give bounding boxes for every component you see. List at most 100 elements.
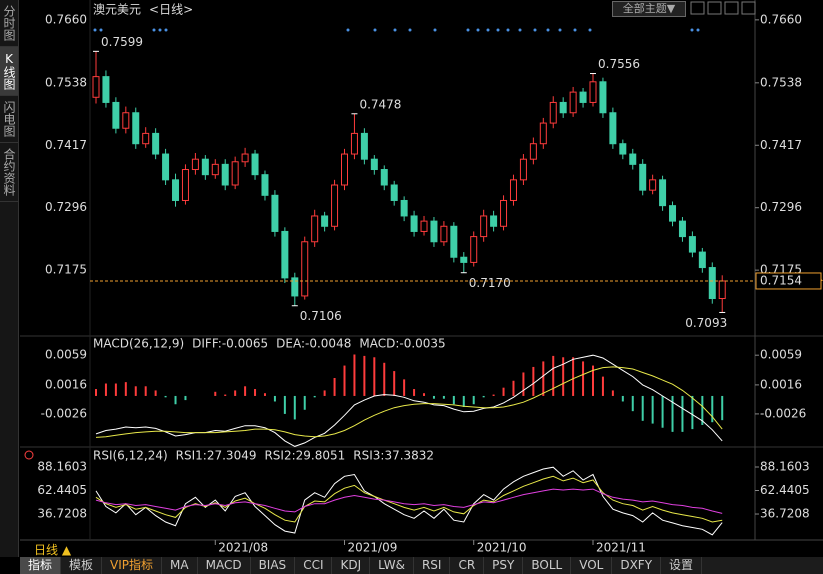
candle-body [619,143,627,155]
last-price-label: 0.7154 [760,273,802,287]
candle-body [231,161,239,186]
macd-line [95,366,723,438]
candle-body [162,153,170,181]
x-tick-label: 2021/09 [348,541,398,555]
legend-label: RSI1:27.3049 [176,449,257,463]
panel-icon[interactable] [24,450,34,460]
candle-body [380,169,388,186]
candle-body [191,158,199,171]
y-tick-label: 0.7538 [45,75,87,89]
y-tick-label: 0.7660 [45,12,87,26]
extreme-label: 0.7093 [685,316,727,330]
candle-body [341,153,348,186]
candle-body [669,205,677,222]
candle-body [350,132,358,155]
legend-label: MACD:-0.0035 [359,337,445,351]
y-tick-label: 0.7296 [760,200,802,214]
candle-body [450,225,458,258]
candle-body [181,169,189,201]
candle-body [579,91,587,103]
indicator-tab[interactable]: CCI [295,557,333,574]
legend-label: 澳元美元 [93,3,141,17]
indicator-tabs: 指标 模板 VIP指标 MA MACD BIAS CCI KDJ LW& RSI CR PSY BOLL… [20,557,823,574]
candle-body [609,112,617,145]
y-tick-label: 0.0059 [760,348,802,362]
indicator-tab[interactable]: KDJ [332,557,371,574]
chart: 0.7660 0.7660 0.7538 0.7538 0.7417 0.7417 0.72… [20,0,823,555]
candle-body [221,163,229,186]
candle-body [390,184,398,201]
candle-body [201,158,209,176]
indicator-tab[interactable]: BOLL [523,557,572,574]
indicator-tab[interactable]: DXFY [612,557,662,574]
x-tick-label: 2021/11 [596,541,646,555]
candle-body [519,158,527,181]
candle-body [629,153,637,165]
indicator-tab[interactable]: LW& [370,557,414,574]
indicator-tab[interactable]: VIP指标 [102,557,163,574]
y-tick-label: 0.7417 [760,138,802,152]
last-price-tag [755,272,822,290]
candle-body [480,215,488,238]
legend-label: DEA:-0.0048 [276,337,351,351]
candle-body [112,101,120,129]
candle-body [500,199,508,227]
y-tick-label: 36.7208 [37,507,87,521]
extreme-label: 0.7170 [469,276,511,290]
indicator-tab[interactable]: PSY [484,557,524,574]
candle-body [708,267,716,300]
indicator-tab[interactable]: MA [162,557,198,574]
candle-body [470,236,478,263]
y-tick-label: 0.7417 [45,138,87,152]
candle-body [102,76,110,103]
y-tick-label: 62.4405 [37,483,87,497]
y-tick-label: 88.1603 [760,460,810,474]
x-tick-label: 2021/08 [218,541,268,555]
extreme-label: 0.7599 [101,35,143,49]
y-tick-label: 0.0016 [760,377,802,391]
sidebar-tab[interactable]: K线图 [0,47,18,96]
legend-label: RSI2:29.8051 [264,449,345,463]
candle-body [490,215,498,227]
candle-body [132,112,140,145]
legend-label: DIFF:-0.0065 [192,337,268,351]
sidebar-tab[interactable]: 分时图 [0,0,18,47]
candle-body [649,179,657,191]
candle-body [639,163,647,191]
sidebar-tab[interactable]: 闪电图 [0,96,18,143]
y-tick-label: 0.7296 [45,200,87,214]
candle-body [172,179,180,201]
candle-body [420,220,428,232]
candle-body [122,112,130,129]
candle-body [589,81,597,103]
indicator-tab[interactable]: VOL [571,557,613,574]
y-tick-label: 0.7175 [45,263,87,277]
indicator-tab[interactable]: 指标 [20,557,62,574]
window-icons[interactable] [690,1,756,15]
theme-button[interactable]: 全部主题▼ [612,1,686,17]
extreme-label: 0.7556 [598,57,640,71]
candle-body [360,132,368,160]
y-tick-label: 62.4405 [760,483,810,497]
candle-body [539,122,547,145]
candle-body [142,132,150,145]
candle-body [321,215,329,227]
indicator-tab[interactable]: BIAS [251,557,296,574]
indicator-tab[interactable]: CR [450,557,485,574]
candle-body [529,143,537,160]
y-tick-label: 88.1603 [37,460,87,474]
indicator-tab[interactable]: 设置 [661,557,703,574]
candle-body [400,199,408,217]
y-tick-label: -0.0026 [760,406,806,420]
indicator-tab[interactable]: 模板 [61,557,103,574]
candle-body [92,76,100,98]
period-label[interactable]: 日线 ▲ [34,543,72,557]
indicator-tab[interactable]: MACD [198,557,251,574]
candle-body [241,153,249,163]
candle-body [440,225,448,243]
sidebar: 分时图 K线图 闪电图 合约资料 [0,0,19,557]
candle-body [509,179,517,201]
sidebar-tab[interactable]: 合约资料 [0,143,18,202]
indicator-tab[interactable]: RSI [414,557,451,574]
